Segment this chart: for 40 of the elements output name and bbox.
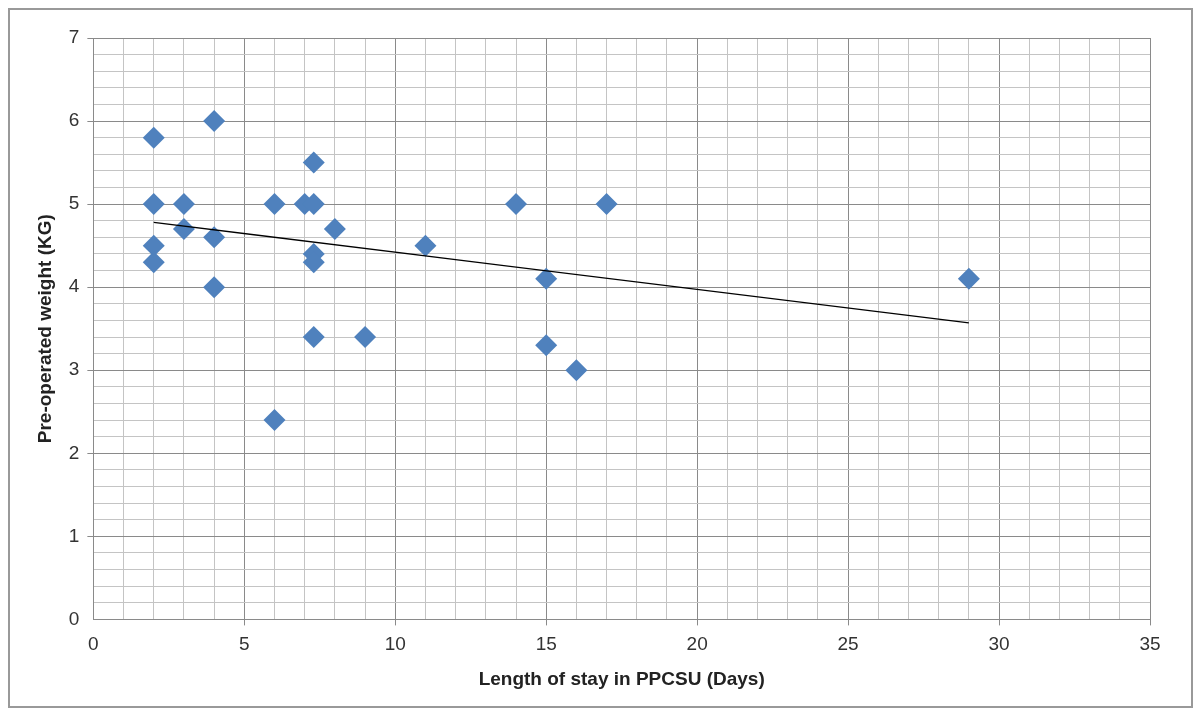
point <box>323 218 346 241</box>
point <box>142 126 165 149</box>
x-tick-label: 25 <box>837 633 859 655</box>
point <box>957 267 980 290</box>
x-tick-label: 15 <box>535 633 557 655</box>
point <box>172 218 195 241</box>
x-tick-label: 0 <box>88 633 99 655</box>
point <box>172 193 195 216</box>
point <box>263 409 286 432</box>
x-axis-title: Length of stay in PPCSU (Days) <box>478 667 765 689</box>
point <box>535 267 558 290</box>
y-tick-label: 1 <box>68 524 80 546</box>
y-tick-label: 4 <box>68 275 80 297</box>
point <box>142 251 165 274</box>
point <box>203 276 226 299</box>
y-tick-label: 0 <box>68 607 80 629</box>
y-axis-title: Pre-operated weight (KG) <box>33 214 55 444</box>
point <box>203 226 226 249</box>
point <box>142 234 165 257</box>
point <box>535 334 558 357</box>
point <box>595 193 618 216</box>
point <box>142 193 165 216</box>
y-tick-label: 3 <box>68 358 80 380</box>
y-tick-label: 7 <box>68 26 80 48</box>
point <box>414 234 437 257</box>
x-tick-label: 5 <box>239 633 250 655</box>
point <box>263 193 286 216</box>
point <box>302 326 325 349</box>
x-tick-label: 20 <box>686 633 708 655</box>
point <box>203 110 226 133</box>
point <box>565 359 588 382</box>
x-tick-label: 30 <box>988 633 1010 655</box>
point <box>302 151 325 174</box>
point <box>354 326 377 349</box>
x-tick-label: 10 <box>384 633 406 655</box>
y-tick-label: 6 <box>68 109 80 131</box>
y-tick-label: 5 <box>68 192 80 214</box>
y-tick-label: 2 <box>68 441 80 463</box>
point <box>505 193 528 216</box>
x-tick-label: 35 <box>1139 633 1161 655</box>
